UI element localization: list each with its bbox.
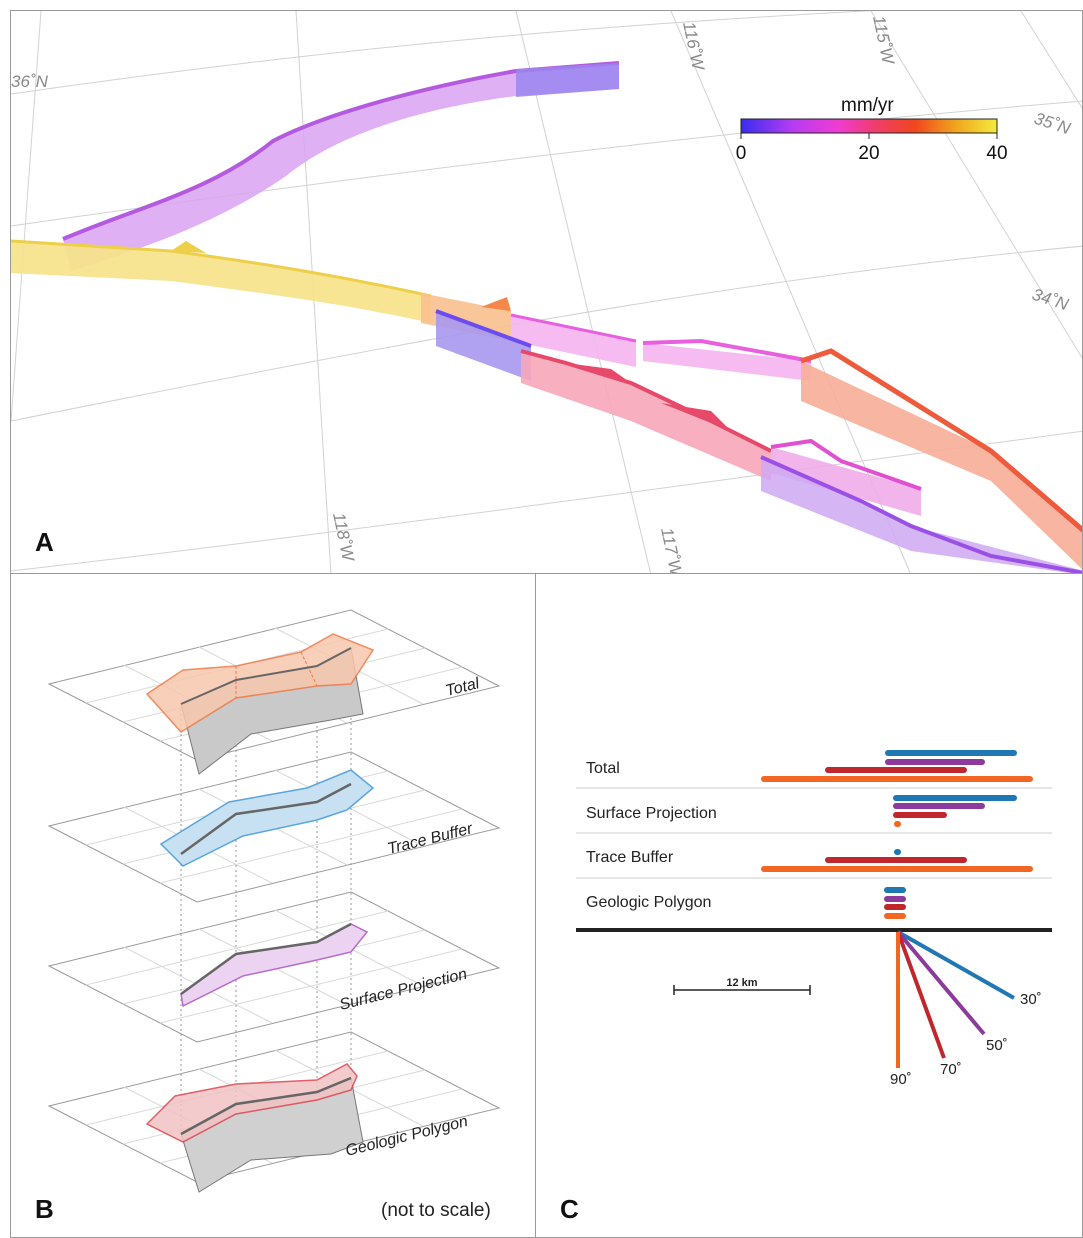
- total-geometry: [145, 633, 375, 775]
- geologic-polygon-geometry: [145, 1063, 364, 1193]
- fault-ribbon-magenta-1: [511, 315, 636, 367]
- lat-label-35n: 35˚N: [1032, 109, 1074, 139]
- fault-ribbon-san-jacinto: [436, 311, 531, 381]
- panel-b-layer-diagram: Total Trace Buffer Surface Projection Ge…: [10, 574, 536, 1238]
- trace-buffer-geometry: [159, 769, 375, 867]
- colorbar-tick-20: 20: [858, 143, 879, 164]
- fault-ribbon-magenta-2: [643, 343, 811, 381]
- colorbar-ramp: [740, 118, 998, 134]
- fault-ribbon-orange-east: [801, 361, 1082, 570]
- bars-trace-buffer: [761, 849, 1033, 872]
- not-to-scale-note: (not to scale): [381, 1200, 491, 1221]
- row-separators: [576, 787, 1052, 879]
- fault-ribbon-garlock: [63, 63, 619, 271]
- fault-map-3d: 36˚N 35˚N 34˚N 118˚W 117˚W 116˚W 115˚W: [11, 11, 1082, 574]
- dip-line-50: [896, 930, 986, 1036]
- dip-line-70: [896, 931, 946, 1059]
- lon-label-118w: 118˚W: [329, 511, 358, 565]
- row-label-total: Total: [586, 760, 620, 777]
- lat-label-34n: 34˚N: [1030, 285, 1072, 315]
- dotted-connectors: [180, 648, 352, 1134]
- fault-edge-magenta-2: [642, 338, 812, 363]
- colorbar-tick-40: 40: [986, 143, 1007, 164]
- fault-edge-magenta-east: [770, 438, 922, 491]
- lon-label-116w: 116˚W: [679, 20, 708, 74]
- fault-ribbon-violet-east: [761, 457, 1082, 573]
- lon-label-115w: 115˚W: [869, 14, 898, 68]
- panel-a-fault-map: 36˚N 35˚N 34˚N 118˚W 117˚W 116˚W 115˚W: [10, 10, 1083, 574]
- panel-c-label: C: [560, 1194, 579, 1224]
- panel-a-label: A: [35, 527, 54, 557]
- fault-edge-magenta-1: [510, 313, 637, 343]
- dip-label-50: 50˚: [986, 1037, 1008, 1054]
- dip-lines: [896, 930, 1015, 1068]
- scale-bar-label: 12 km: [726, 977, 757, 989]
- colorbar-title: mm/yr: [841, 95, 894, 116]
- fault-upper-edge-garlock: [62, 61, 620, 241]
- fault-ribbon-red-middle: [521, 351, 771, 481]
- fault-edge-violet-east: [760, 455, 1082, 573]
- row-label-geologic-polygon: Geologic Polygon: [586, 894, 711, 911]
- panel-b-label: B: [35, 1194, 54, 1224]
- surface-projection-geometry: [180, 922, 369, 1008]
- dip-label-30: 30˚: [1020, 991, 1042, 1008]
- fault-bump-yellow: [171, 241, 351, 281]
- scale-bar: [673, 985, 811, 995]
- fault-edge-orange-east: [800, 348, 1082, 533]
- fault-ribbon-garlock-east: [516, 63, 619, 97]
- row-label-surface-projection: Surface Projection: [586, 805, 717, 822]
- panel-c-dip-comparison: Total Surface Projection Trace Buffer Ge…: [536, 574, 1083, 1238]
- dip-line-30: [897, 930, 1015, 1000]
- fault-ribbon-magenta-east: [771, 447, 921, 516]
- fault-bump-orange: [481, 297, 511, 311]
- fault-ribbons: [11, 61, 1082, 573]
- lat-label-36n: 36˚N: [11, 72, 49, 91]
- row-label-trace-buffer: Trace Buffer: [586, 849, 674, 866]
- bars-total: [761, 750, 1033, 782]
- colorbar-tick-0: 0: [736, 143, 747, 164]
- lon-label-117w: 117˚W: [657, 526, 686, 574]
- fault-ribbon-san-andreas-west: [11, 241, 431, 323]
- fault-upper-edge-san-andreas-west: [11, 239, 432, 298]
- dip-label-70: 70˚: [940, 1061, 962, 1078]
- fault-edge-san-jacinto: [435, 309, 532, 348]
- dip-label-90: 90˚: [890, 1071, 912, 1088]
- dip-comparison-chart: Total Surface Projection Trace Buffer Ge…: [576, 750, 1052, 1088]
- fault-bump-red: [566, 363, 731, 431]
- bars-surface-projection: [893, 795, 1017, 827]
- colorbar: mm/yr 0 20 40: [736, 95, 1008, 164]
- bars-geologic-polygon: [884, 887, 906, 919]
- map-grid: [11, 11, 1082, 573]
- layer-stack-diagram: Total Trace Buffer Surface Projection Ge…: [47, 609, 501, 1193]
